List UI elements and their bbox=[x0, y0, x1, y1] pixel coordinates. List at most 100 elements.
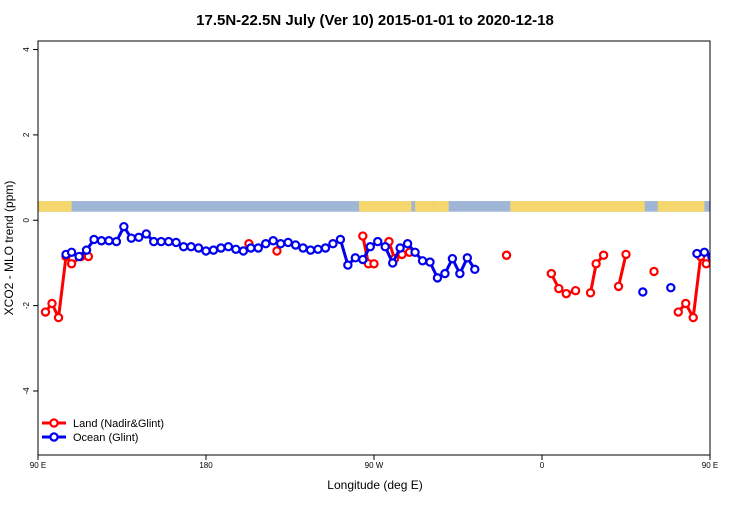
data-point bbox=[186, 242, 196, 252]
data-point bbox=[163, 236, 174, 247]
data-point bbox=[119, 221, 129, 232]
x-tick-label: 90 W bbox=[365, 461, 384, 470]
data-point bbox=[268, 236, 278, 246]
legend-marker bbox=[49, 432, 59, 442]
data-point bbox=[111, 236, 122, 247]
data-point bbox=[201, 246, 211, 256]
data-point bbox=[350, 253, 361, 263]
data-point bbox=[40, 307, 51, 317]
data-point bbox=[298, 243, 308, 253]
land-strip-segment bbox=[415, 201, 434, 212]
legend-marker bbox=[49, 418, 59, 428]
data-point bbox=[692, 248, 702, 259]
data-point bbox=[561, 288, 571, 299]
landmask-strip bbox=[38, 201, 710, 212]
data-point bbox=[134, 232, 144, 243]
legend-item: Land (Nadir&Glint) bbox=[42, 418, 164, 430]
data-point bbox=[290, 240, 301, 250]
data-point bbox=[47, 298, 57, 309]
data-point bbox=[688, 312, 698, 323]
data-point bbox=[673, 307, 683, 317]
data-point bbox=[470, 264, 480, 275]
data-point bbox=[66, 247, 77, 257]
land-strip-segment bbox=[433, 201, 449, 212]
data-point bbox=[402, 239, 413, 249]
data-point bbox=[305, 245, 316, 255]
data-point bbox=[738, 237, 745, 244]
data-point bbox=[585, 288, 596, 298]
data-point bbox=[546, 268, 557, 279]
data-point bbox=[707, 252, 710, 261]
legend: Land (Nadir&Glint) Ocean (Glint) bbox=[42, 418, 164, 444]
data-point bbox=[246, 243, 256, 253]
data-point bbox=[447, 253, 458, 264]
legend-label: Land (Nadir&Glint) bbox=[73, 418, 164, 430]
data-point bbox=[358, 231, 368, 241]
y-axis: 4 2 0 -2 -4 bbox=[22, 47, 38, 395]
chart-title: 17.5N-22.5N July (Ver 10) 2015-01-01 to … bbox=[196, 12, 554, 29]
data-point bbox=[231, 244, 241, 254]
data-point bbox=[313, 244, 323, 254]
data-point bbox=[591, 259, 601, 269]
data-point bbox=[53, 312, 64, 323]
data-point bbox=[261, 239, 271, 249]
data-point bbox=[387, 258, 398, 268]
x-tick-label: 0 bbox=[540, 461, 545, 470]
data-point bbox=[343, 260, 353, 270]
data-point bbox=[373, 236, 383, 247]
legend-item: Ocean (Glint) bbox=[42, 432, 138, 444]
series-line bbox=[617, 252, 628, 288]
x-axis-label: Longitude (deg E) bbox=[327, 478, 422, 492]
data-point bbox=[149, 236, 159, 247]
data-point bbox=[365, 242, 375, 252]
data-point bbox=[358, 254, 368, 265]
y-tick-label: 0 bbox=[22, 217, 31, 222]
data-point bbox=[699, 247, 710, 257]
data-point bbox=[156, 236, 166, 247]
data-point bbox=[283, 237, 293, 248]
land-strip-segment bbox=[359, 201, 412, 212]
data-point bbox=[570, 285, 581, 296]
y-tick-label: 4 bbox=[22, 47, 31, 52]
data-point bbox=[440, 268, 450, 279]
data-point bbox=[74, 251, 84, 262]
data-point bbox=[681, 298, 691, 309]
data-point bbox=[731, 237, 738, 244]
x-tick-label: 90 E bbox=[30, 461, 46, 470]
data-point bbox=[613, 281, 624, 292]
land-strip-segment bbox=[657, 201, 705, 212]
data-point bbox=[501, 250, 512, 260]
data-point bbox=[380, 242, 390, 252]
data-point bbox=[621, 249, 631, 260]
data-point bbox=[320, 243, 331, 253]
data-point bbox=[104, 236, 114, 246]
series-ocean bbox=[61, 221, 745, 297]
data-point bbox=[666, 282, 676, 293]
data-point bbox=[81, 245, 92, 255]
data-point bbox=[716, 247, 723, 254]
y-axis-label: XCO2 - MLO trend (ppm) bbox=[2, 181, 16, 316]
data-point bbox=[141, 229, 151, 239]
data-point bbox=[425, 257, 435, 267]
data-point bbox=[432, 273, 443, 283]
data-point bbox=[89, 234, 99, 245]
data-point bbox=[395, 243, 405, 253]
x-tick-label: 180 bbox=[199, 461, 213, 470]
data-point bbox=[223, 242, 234, 252]
series-line bbox=[43, 255, 90, 320]
data-point bbox=[723, 236, 730, 243]
data-point bbox=[410, 247, 420, 257]
data-point bbox=[126, 233, 137, 243]
data-point bbox=[193, 243, 204, 253]
data-point bbox=[649, 266, 659, 277]
data-point bbox=[208, 245, 219, 255]
data-point bbox=[455, 268, 465, 279]
x-axis: 90 E 180 90 W 0 90 E bbox=[30, 455, 718, 470]
y-tick-label: 2 bbox=[22, 132, 31, 137]
data-point bbox=[369, 259, 379, 269]
data-point bbox=[554, 283, 564, 294]
plot-frame bbox=[37, 40, 711, 456]
data-point bbox=[328, 239, 338, 249]
x-tick-label: 90 E bbox=[702, 461, 718, 470]
